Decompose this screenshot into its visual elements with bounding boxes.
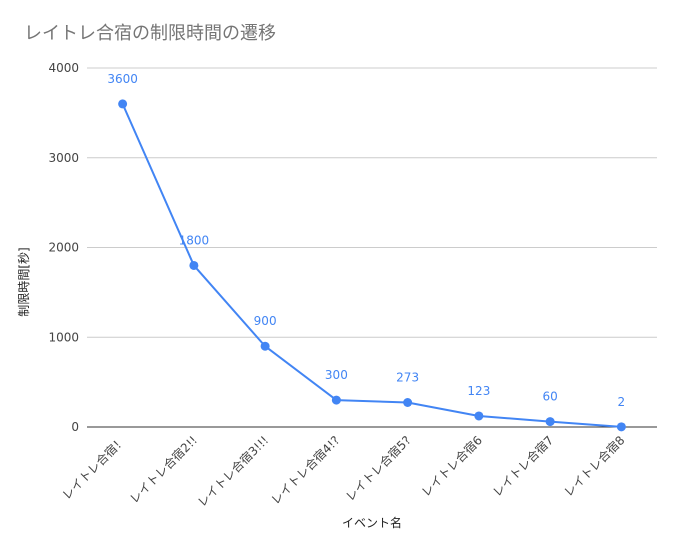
- data-point[interactable]: [260, 341, 270, 351]
- x-tick-label: レイトレ合宿7: [489, 433, 556, 500]
- data-point[interactable]: [545, 417, 555, 427]
- y-tick-label: 1000: [48, 330, 79, 344]
- chart-title: レイトレ合宿の制限時間の遷移: [24, 23, 276, 44]
- y-tick-label: 2000: [48, 241, 79, 255]
- data-label: 300: [325, 368, 348, 382]
- x-axis-label: イベント名: [342, 515, 402, 530]
- x-tick-label: レイトレ合宿4!?: [268, 433, 343, 508]
- y-axis-ticks: 0 1000 2000 3000 4000: [48, 61, 79, 434]
- y-tick-label: 3000: [48, 151, 79, 165]
- data-point[interactable]: [331, 395, 341, 405]
- x-tick-label: レイトレ合宿！: [59, 433, 129, 503]
- x-tick-label: レイトレ合宿5?: [342, 433, 413, 504]
- data-label: 3600: [107, 72, 138, 86]
- data-point[interactable]: [474, 411, 484, 421]
- data-label: 273: [396, 370, 419, 384]
- y-axis-label: 制限時間[秒]: [17, 247, 31, 316]
- x-tick-label: レイトレ合宿3!!!: [194, 433, 271, 510]
- data-label: 2: [618, 395, 626, 409]
- x-tick-label: レイトレ合宿2!!: [126, 433, 200, 507]
- x-tick-label: レイトレ合宿6: [418, 433, 485, 500]
- data-label: 900: [254, 314, 277, 328]
- data-point[interactable]: [118, 99, 128, 109]
- data-label: 60: [542, 390, 557, 404]
- data-point[interactable]: [189, 260, 199, 270]
- data-label: 123: [467, 384, 490, 398]
- x-tick-label: レイトレ合宿8: [561, 433, 628, 500]
- series-group: 3600 1800 900 300 273 123 60 2: [107, 72, 626, 432]
- x-axis-ticks: レイトレ合宿！レイトレ合宿2!!レイトレ合宿3!!!レイトレ合宿4!? レイトレ合…: [59, 433, 628, 510]
- series-line: [121, 103, 622, 428]
- data-point[interactable]: [403, 397, 413, 407]
- data-point[interactable]: [616, 422, 626, 432]
- gridlines: [87, 67, 657, 338]
- data-label: 1800: [179, 233, 210, 247]
- y-tick-label: 0: [71, 420, 79, 434]
- y-tick-label: 4000: [48, 61, 79, 75]
